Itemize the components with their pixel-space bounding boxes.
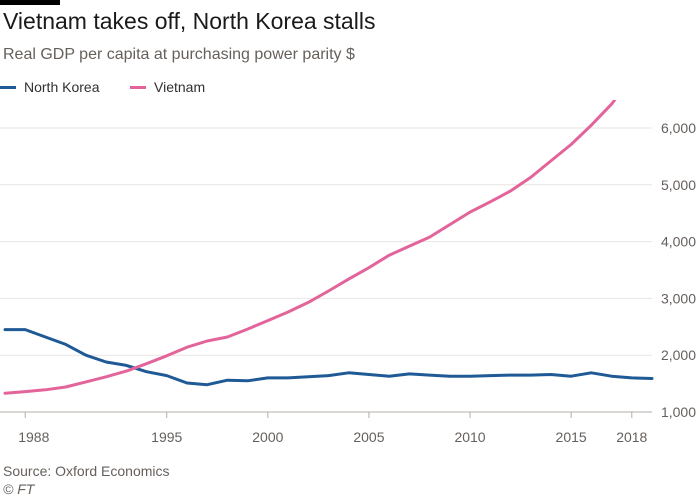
legend-item-north-korea: North Korea (0, 79, 99, 95)
source-note: Source: Oxford Economics (3, 463, 170, 479)
series-line-north-korea (3, 328, 654, 387)
brand-bar (0, 0, 60, 5)
y-tick-label: 4,000 (661, 234, 696, 250)
x-tick-label: 2015 (556, 429, 587, 445)
x-tick-label: 1988 (18, 429, 49, 445)
y-tick-label: 1,000 (661, 404, 696, 420)
y-tick-label: 3,000 (661, 290, 696, 306)
series-lines (3, 100, 654, 395)
y-tick-label: 6,000 (661, 120, 696, 136)
x-tick-label: 2005 (353, 429, 384, 445)
series-line-vietnam (3, 100, 617, 395)
x-tick-label: 2010 (454, 429, 485, 445)
y-tick-label: 5,000 (661, 177, 696, 193)
chart-title: Vietnam takes off, North Korea stalls (3, 8, 376, 34)
credit-note: © FT (3, 481, 35, 497)
legend-swatch-vietnam (130, 85, 146, 89)
legend-label-north-korea: North Korea (24, 79, 100, 95)
x-tick-label: 2000 (252, 429, 283, 445)
y-axis-ticks: 1,000 2,000 3,000 4,000 5,000 6,000 (661, 120, 696, 420)
legend-item-vietnam: Vietnam (130, 79, 205, 95)
x-tick-label: 2018 (616, 429, 647, 445)
legend-swatch-north-korea (0, 85, 16, 89)
y-tick-label: 2,000 (661, 347, 696, 363)
legend-label-vietnam: Vietnam (154, 79, 206, 95)
x-tick-label: 1995 (151, 429, 182, 445)
chart-subtitle: Real GDP per capita at purchasing power … (3, 46, 355, 63)
x-axis-ticks: 1988 1995 2000 2005 2010 2015 2018 (18, 412, 648, 445)
gridlines (0, 127, 652, 413)
